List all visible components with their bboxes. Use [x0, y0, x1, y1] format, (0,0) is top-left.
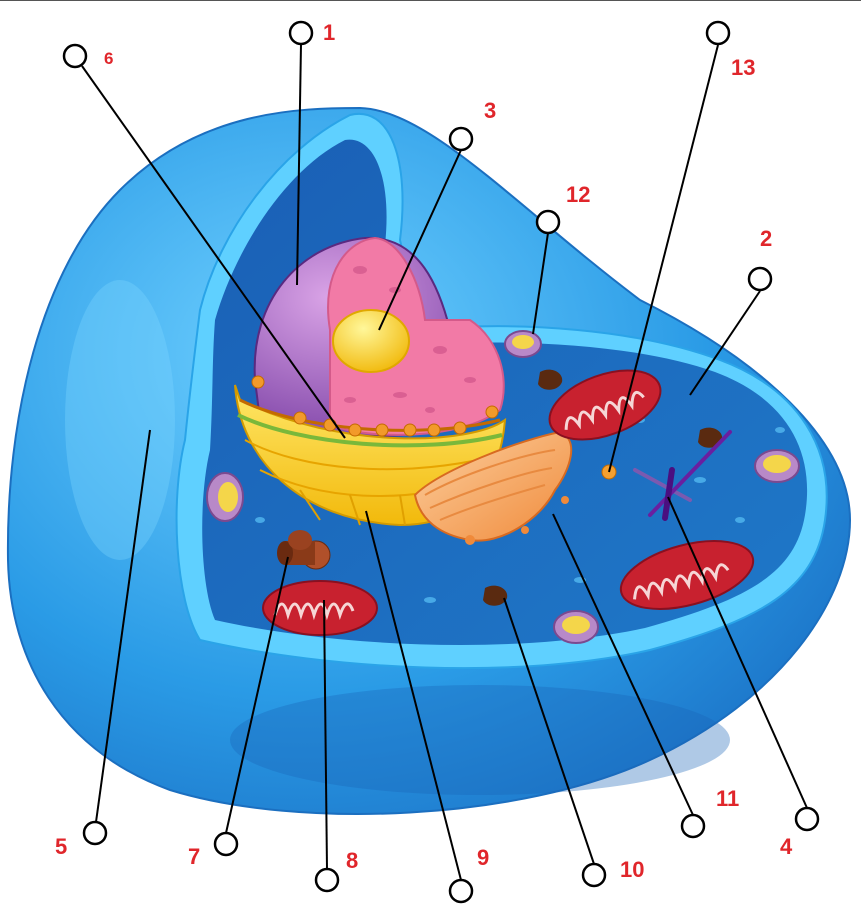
label-2: 2: [760, 226, 773, 251]
dark-vesicles: [483, 369, 723, 606]
brown-cylinders: [277, 530, 331, 570]
label-9: 9: [477, 845, 490, 870]
label-13: 13: [731, 55, 756, 80]
label-10: 10: [620, 857, 645, 882]
nucleoplasm: [327, 236, 505, 436]
label-4: 4: [780, 834, 793, 859]
mitochondrion-right: [619, 540, 755, 610]
nucleus: [253, 236, 505, 438]
nucleolus: [332, 309, 410, 373]
leader-lines: [81, 43, 808, 881]
mitochondrion-top: [548, 369, 662, 441]
label-markers: [62, 20, 820, 904]
label-11: 11: [716, 786, 740, 811]
mitochondrion-left: [262, 580, 378, 636]
label-12: 12: [566, 182, 591, 207]
label-7: 7: [188, 844, 201, 869]
label-6: 6: [104, 49, 114, 68]
label-3: 3: [484, 98, 497, 123]
label-1: 1: [323, 20, 336, 45]
centrioles: [633, 430, 732, 521]
lysosomes: [206, 330, 800, 644]
label-5: 5: [55, 834, 68, 859]
top-border-line: [0, 0, 861, 1]
label-8: 8: [346, 848, 359, 873]
golgi-apparatus: [413, 430, 573, 545]
